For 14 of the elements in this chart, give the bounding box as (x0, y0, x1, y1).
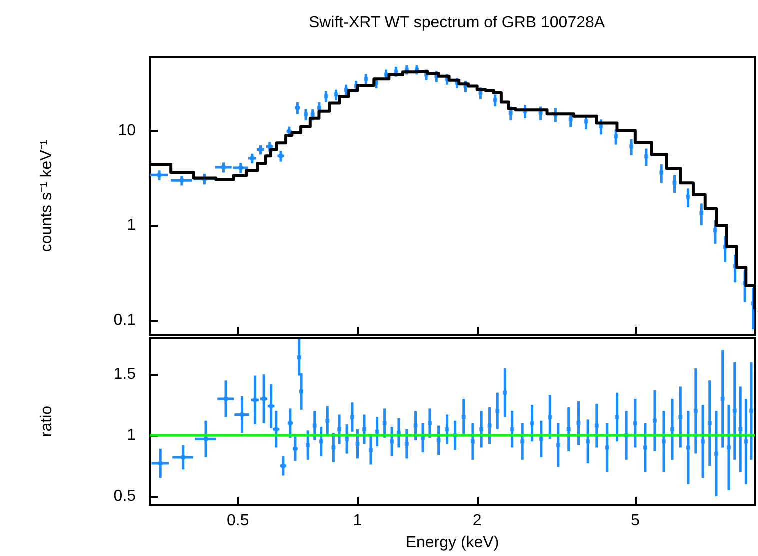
x-tick-label: 5 (630, 512, 640, 530)
y-tick-label: 1 (127, 217, 136, 234)
y-tick-label: 10 (118, 122, 136, 140)
y-tick-label: 1.5 (114, 366, 136, 384)
x-tick-label: 2 (472, 512, 482, 530)
y-tick-label: 0.5 (114, 488, 136, 505)
y-axis-title: counts s⁻¹ keV⁻¹ (38, 140, 56, 252)
x-tick-label: 0.5 (227, 512, 250, 530)
x-tick-label: 1 (353, 512, 362, 530)
y-tick-label: 0.1 (114, 312, 136, 329)
chart-title: Swift-XRT WT spectrum of GRB 100728A (308, 14, 606, 32)
y-axis-title: ratio (38, 406, 56, 438)
x-axis-title: Energy (keV) (406, 534, 500, 552)
y-tick-label: 1 (127, 427, 136, 444)
